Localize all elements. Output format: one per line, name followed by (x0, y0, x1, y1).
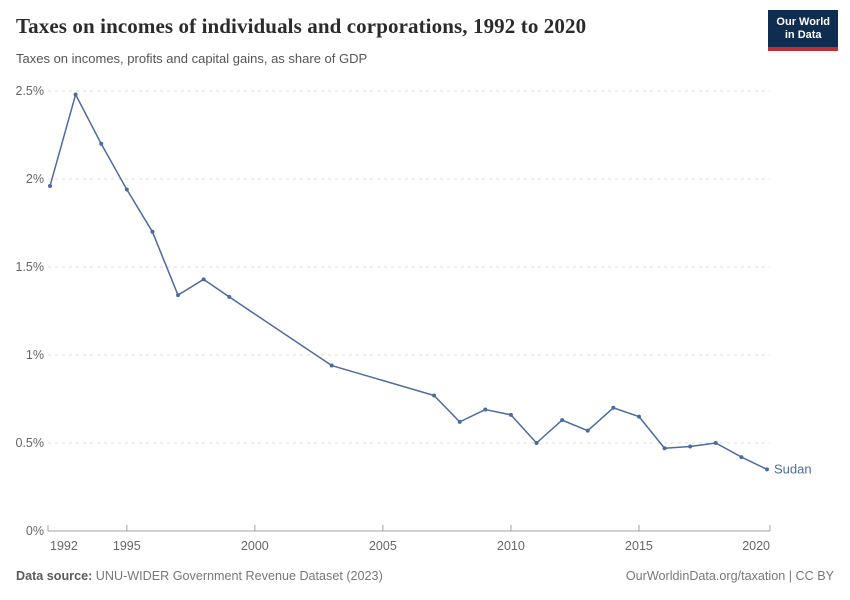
data-point[interactable] (329, 363, 334, 368)
x-axis-tick-label: 2015 (625, 539, 653, 553)
data-point[interactable] (560, 418, 565, 423)
series-label-sudan[interactable]: Sudan (774, 461, 812, 476)
y-axis-tick-label: 1.5% (16, 260, 45, 274)
data-point[interactable] (483, 407, 488, 412)
data-point[interactable] (176, 293, 181, 298)
y-axis-tick-label: 1% (26, 348, 44, 362)
x-axis-tick-label: 2020 (742, 539, 770, 553)
credit-link[interactable]: OurWorldinData.org/taxation | CC BY (625, 569, 834, 583)
x-axis-tick-label: 1992 (50, 539, 78, 553)
data-source: Data source: UNU-WIDER Government Revenu… (16, 569, 383, 583)
data-point[interactable] (508, 412, 513, 417)
data-source-text: UNU-WIDER Government Revenue Dataset (20… (95, 569, 383, 583)
data-point[interactable] (585, 428, 590, 433)
y-axis-tick-label: 2.5% (16, 84, 45, 98)
owid-logo[interactable]: Our World in Data (768, 10, 838, 51)
data-point[interactable] (739, 455, 744, 460)
data-point[interactable] (432, 393, 437, 398)
data-point[interactable] (150, 229, 155, 234)
data-point[interactable] (662, 446, 667, 451)
x-axis-tick-label: 2010 (497, 539, 525, 553)
data-point[interactable] (48, 184, 52, 189)
chart-subtitle: Taxes on incomes, profits and capital ga… (16, 51, 368, 66)
chart-title: Taxes on incomes of individuals and corp… (16, 14, 587, 38)
data-point[interactable] (688, 444, 693, 449)
data-point[interactable] (99, 141, 104, 146)
line-chart-canvas[interactable]: 0% 0.5% 1% 1.5% 2% 2.5% 1992 1995 2000 2005 2010 20… (0, 75, 850, 560)
data-point[interactable] (457, 419, 462, 424)
data-point[interactable] (201, 277, 206, 282)
data-point[interactable] (765, 467, 769, 472)
owid-logo-line1: Our World (776, 16, 830, 28)
y-axis-tick-label: 0% (26, 524, 44, 538)
data-source-label: Data source: (16, 569, 93, 583)
x-axis-tick-label: 2005 (369, 539, 397, 553)
data-point[interactable] (611, 405, 616, 410)
owid-logo-line2: in Data (784, 29, 822, 41)
x-axis-tick-label: 2000 (241, 539, 269, 553)
sudan-line (49, 93, 768, 471)
data-point[interactable] (227, 294, 232, 299)
data-point[interactable] (124, 187, 129, 192)
x-axis-tick-label: 1995 (113, 539, 141, 553)
data-point[interactable] (73, 92, 78, 97)
data-point[interactable] (713, 441, 718, 445)
y-axis-tick-label: 0.5% (16, 436, 45, 450)
y-axis-tick-label: 2% (26, 172, 44, 186)
chart-footer: Data source: UNU-WIDER Government Revenu… (16, 569, 834, 583)
data-point[interactable] (534, 441, 539, 445)
data-point[interactable] (636, 414, 641, 419)
